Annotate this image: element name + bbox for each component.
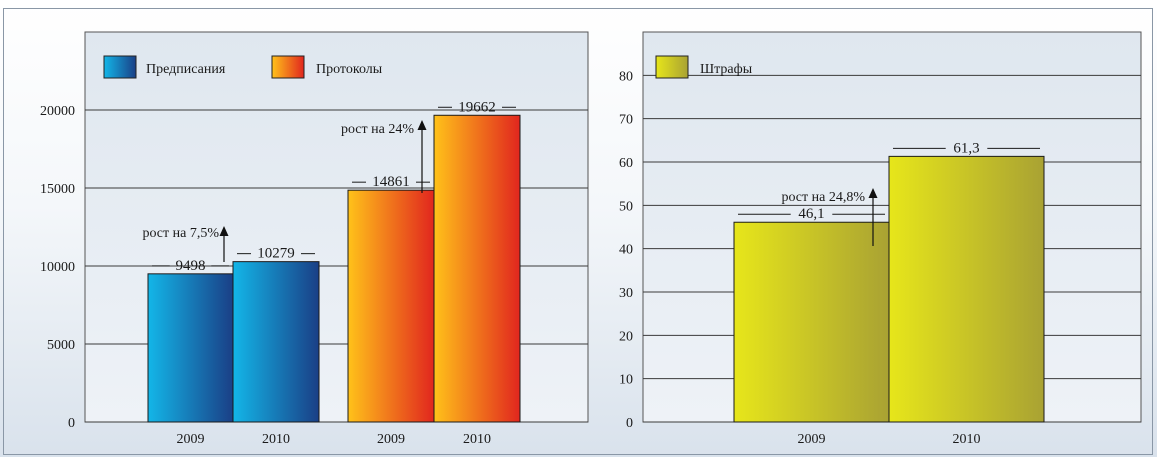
growth-arrow-head [219,226,229,236]
value-label: 46,1 [798,206,824,222]
legend-label: Протоколы [316,62,383,77]
figure-border [3,8,1153,455]
legend-swatch [655,55,689,79]
legend-label: Штрафы [700,62,753,77]
bar [232,261,320,423]
y-tick-label: 10000 [40,260,75,275]
legend-swatch [103,55,137,79]
value-label: 9498 [176,258,206,274]
growth-annotation: рост на 7,5% [142,226,219,241]
y-tick-label: 20000 [40,104,75,119]
bar [888,155,1045,423]
y-tick-label: 60 [619,156,633,171]
bar [733,221,890,423]
x-tick-label: 2010 [463,432,491,447]
x-tick-label: 2010 [262,432,290,447]
bar [347,189,435,423]
y-tick-label: 70 [619,113,633,128]
y-tick-label: 15000 [40,182,75,197]
y-tick-label: 20 [619,329,633,344]
value-label: 14861 [372,174,410,190]
value-label: 61,3 [953,140,979,156]
x-tick-label: 2009 [177,432,205,447]
bar [433,114,521,423]
y-tick-label: 10 [619,373,633,388]
y-tick-label: 40 [619,243,633,258]
y-tick-label: 30 [619,286,633,301]
y-tick-label: 5000 [47,338,75,353]
y-tick-label: 80 [619,69,633,84]
growth-arrow-head [868,188,878,198]
x-tick-label: 2009 [377,432,405,447]
chart-1: 0 5000 10000 15000 20000 Предписания Протоколы… [40,31,589,447]
growth-arrow-head [417,120,427,130]
x-tick-label: 2010 [953,432,981,447]
y-tick-label: 0 [68,416,75,431]
growth-annotation: рост на 24,8% [781,190,865,205]
y-tick-label: 0 [626,416,633,431]
growth-annotation: рост на 24% [341,122,414,137]
legend-label: Предписания [146,62,226,77]
legend-swatch [271,55,305,79]
x-tick-label: 2009 [798,432,826,447]
chart-2: 0 10 20 30 40 50 60 70 80 Штрафы 46,1 2009 61,3 2010 р… [619,31,1142,447]
value-label: 19662 [458,99,496,115]
y-tick-label: 50 [619,199,633,214]
value-label: 10279 [257,246,295,262]
bar [147,273,234,423]
